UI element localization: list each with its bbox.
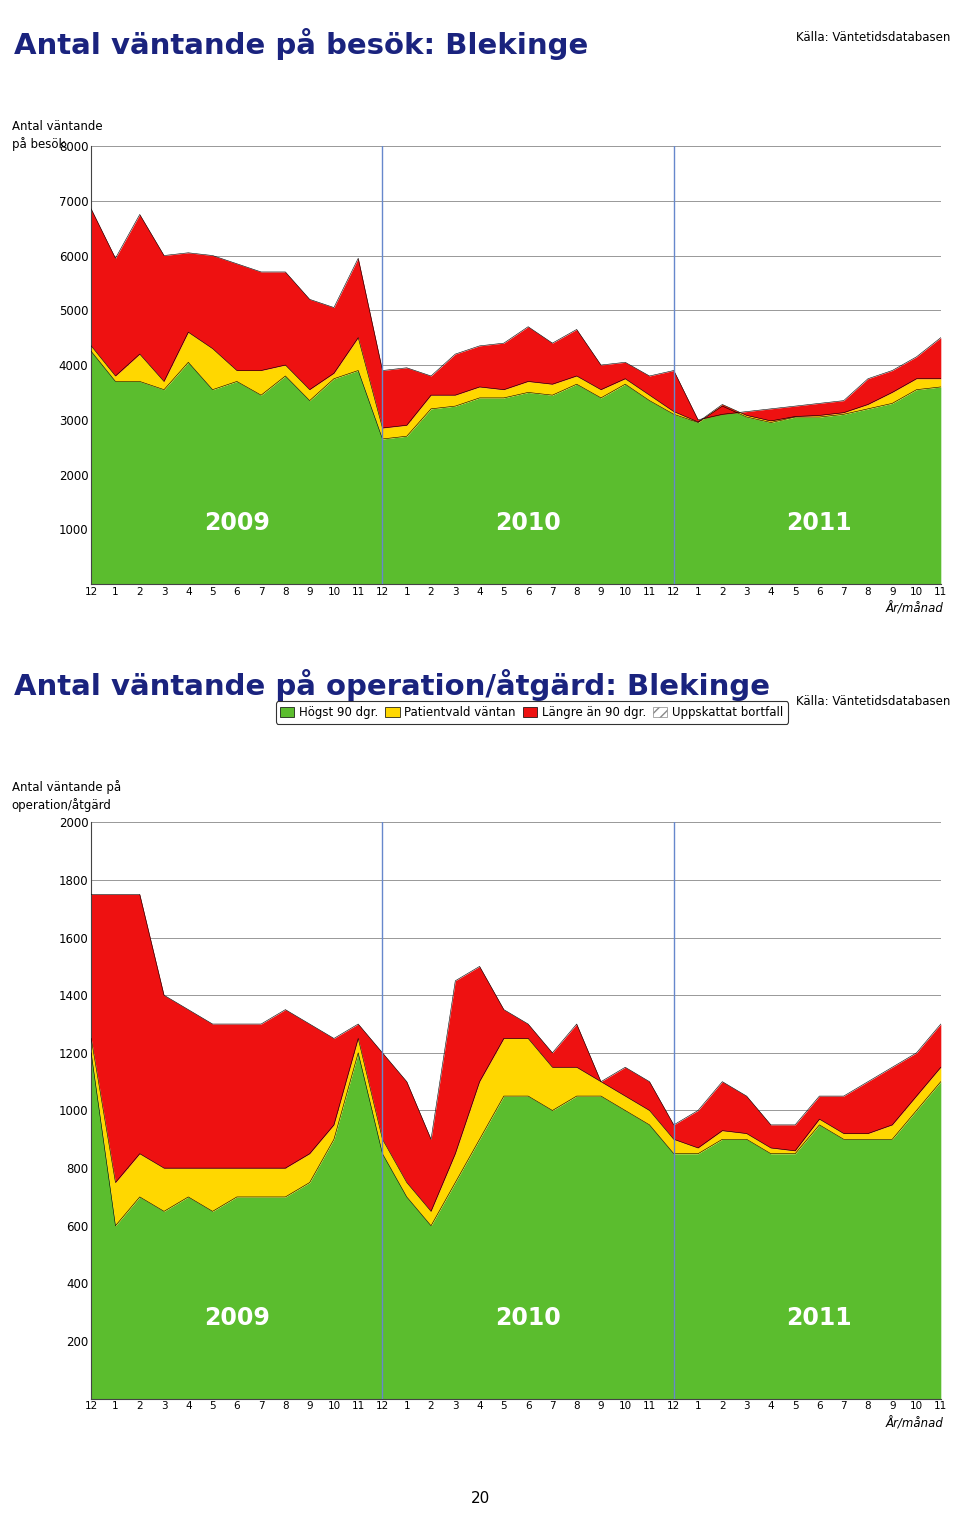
Text: Antal väntande: Antal väntande xyxy=(12,120,102,132)
Text: 2010: 2010 xyxy=(495,1306,561,1330)
Text: Antal väntande på besök: Blekinge: Antal väntande på besök: Blekinge xyxy=(14,28,588,60)
Text: År/månad: År/månad xyxy=(886,603,944,616)
Text: Antal väntande på operation/åtgärd: Blekinge: Antal väntande på operation/åtgärd: Blek… xyxy=(14,669,770,701)
Text: Antal väntande på: Antal väntande på xyxy=(12,779,121,795)
Text: År/månad: År/månad xyxy=(886,1417,944,1431)
Text: Källa: Väntetidsdatabasen: Källa: Väntetidsdatabasen xyxy=(796,695,950,707)
Text: operation/åtgärd: operation/åtgärd xyxy=(12,798,111,813)
Text: Källa: Väntetidsdatabasen: Källa: Väntetidsdatabasen xyxy=(796,31,950,43)
Text: på besök: på besök xyxy=(12,137,65,152)
Text: 2011: 2011 xyxy=(786,1306,852,1330)
Legend: Högst 90 dgr., Patientvald väntan, Längre än 90 dgr., Uppskattat bortfall: Högst 90 dgr., Patientvald väntan, Längr… xyxy=(276,701,788,724)
Text: 20: 20 xyxy=(470,1491,490,1506)
Text: 2010: 2010 xyxy=(495,510,561,535)
Text: 2009: 2009 xyxy=(204,510,270,535)
Text: 2009: 2009 xyxy=(204,1306,270,1330)
Text: 2011: 2011 xyxy=(786,510,852,535)
